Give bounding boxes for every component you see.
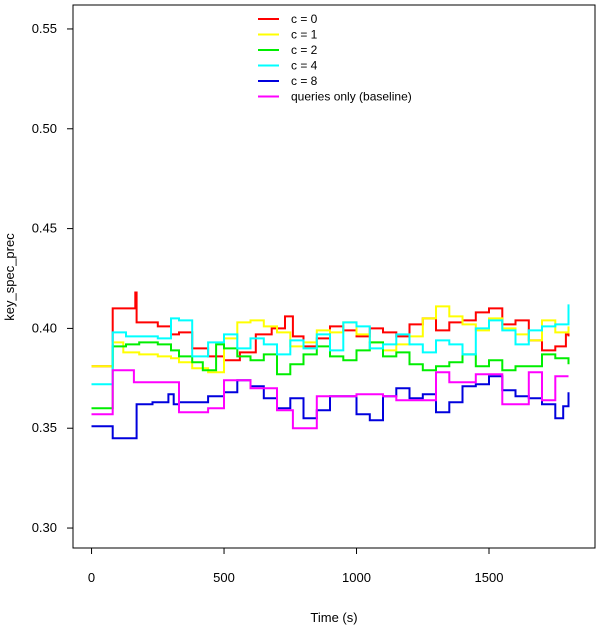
- y-tick-label: 0.30: [32, 520, 57, 535]
- y-tick-label: 0.50: [32, 121, 57, 136]
- y-axis-title: key_spec_prec: [2, 233, 17, 321]
- y-axis: 0.30 0.35 0.40 0.45 0.50 0.55: [32, 21, 73, 535]
- y-tick-label: 0.55: [32, 21, 57, 36]
- y-tick-label: 0.45: [32, 221, 57, 236]
- legend-label: c = 4: [291, 59, 318, 73]
- series-line-3: [91, 304, 570, 386]
- y-tick-label: 0.35: [32, 420, 57, 435]
- y-tick-label: 0.40: [32, 320, 57, 335]
- legend-label: queries only (baseline): [291, 90, 412, 104]
- legend-label: c = 2: [291, 43, 318, 57]
- series-line-5: [91, 369, 569, 430]
- legend: c = 0 c = 1c = 2 c = 4c = 8 queries only (b…: [258, 12, 412, 104]
- x-tick-label: 0: [88, 570, 95, 585]
- x-tick-label: 500: [213, 570, 235, 585]
- series-lines: [91, 291, 570, 440]
- legend-label: c = 8: [291, 74, 318, 88]
- x-tick-label: 1500: [475, 570, 504, 585]
- series-line-4: [91, 375, 570, 440]
- x-axis-title: Time (s): [310, 610, 357, 625]
- legend-label: c = 1: [291, 28, 318, 42]
- x-axis: 0 500 1000 1500: [88, 548, 504, 585]
- legend-label: c = 0: [291, 12, 318, 26]
- x-tick-label: 1000: [342, 570, 371, 585]
- plot-frame: [72, 4, 596, 549]
